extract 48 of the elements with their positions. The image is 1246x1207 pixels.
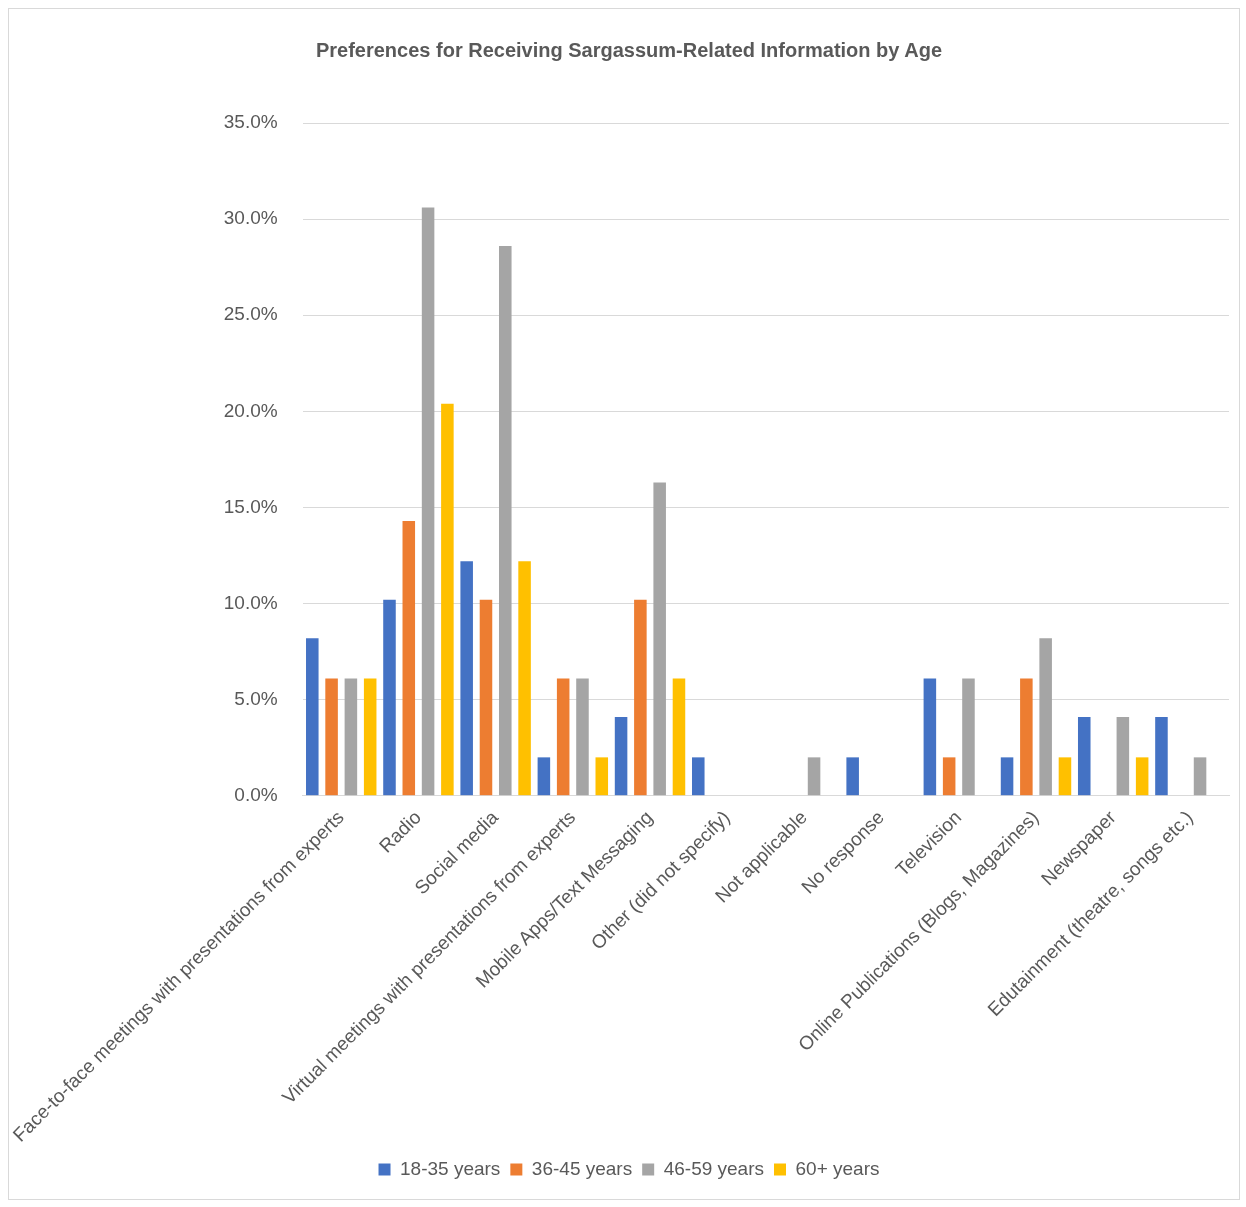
bar	[421, 207, 435, 796]
y-tick-label: 35.0%	[223, 111, 278, 133]
bar	[846, 757, 859, 796]
bar	[460, 561, 473, 796]
bar	[518, 561, 531, 796]
y-tick-label: 10.0%	[223, 591, 278, 613]
bar	[1058, 757, 1072, 796]
legend-label: 60+ years	[795, 1157, 880, 1179]
bar	[576, 678, 589, 796]
bar	[1155, 716, 1168, 796]
bar	[653, 482, 666, 796]
bar	[692, 757, 705, 796]
bar	[962, 678, 975, 796]
bar	[325, 678, 338, 796]
bar	[614, 716, 628, 796]
bar	[537, 757, 551, 796]
bar	[595, 757, 609, 796]
bar	[1116, 716, 1130, 796]
bar	[499, 246, 512, 796]
bar	[923, 678, 937, 796]
bar	[1077, 716, 1091, 796]
bar	[441, 403, 454, 796]
bar	[1135, 757, 1149, 796]
bar	[306, 638, 319, 796]
bar	[942, 757, 956, 796]
y-tick-label: 15.0%	[223, 495, 278, 517]
bar	[363, 678, 377, 796]
chart-title: Preferences for Receiving Sargassum-Related Information by Age	[315, 38, 943, 61]
bar	[556, 678, 570, 796]
y-tick-label: 30.0%	[223, 207, 278, 229]
bar	[1193, 757, 1207, 796]
bar	[634, 599, 647, 796]
y-tick-label: 20.0%	[223, 399, 278, 421]
bar	[672, 678, 686, 796]
y-tick-label: 25.0%	[223, 303, 278, 325]
bar	[1039, 638, 1052, 796]
y-tick-label: 5.0%	[234, 687, 278, 709]
legend-label: 46-59 years	[663, 1157, 765, 1179]
bar	[1000, 757, 1014, 796]
y-tick-label: 0.0%	[234, 784, 278, 806]
bar	[1020, 678, 1033, 796]
bar	[402, 520, 416, 796]
legend-label: 36-45 years	[531, 1157, 633, 1179]
bar	[344, 678, 358, 796]
bar	[479, 599, 493, 796]
legend-label: 18-35 years	[400, 1157, 501, 1179]
bar	[807, 757, 821, 796]
bar	[383, 599, 396, 796]
